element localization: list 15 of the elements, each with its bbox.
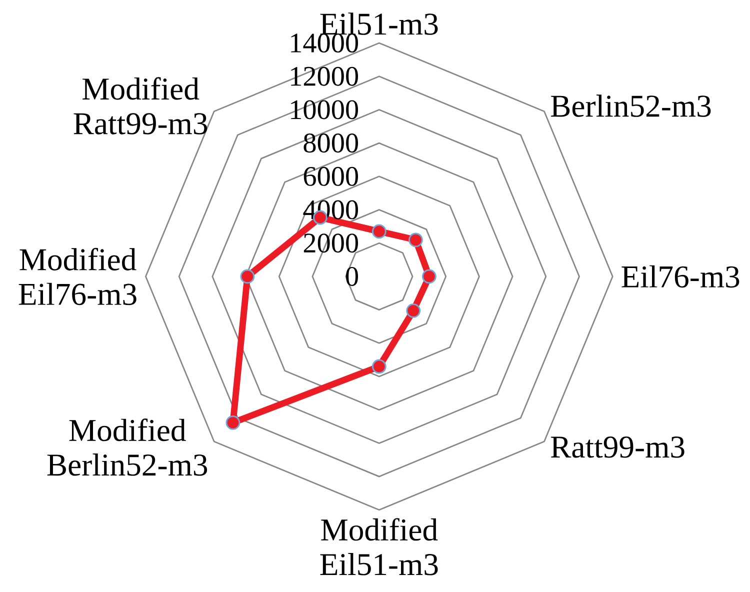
y-tick-label: 14000: [291, 33, 358, 53]
y-tick-label: 10000: [291, 100, 358, 120]
spoke-label: Eil51-m3: [320, 12, 438, 35]
y-tick-label: 8000: [304, 134, 358, 153]
spoke-label: Modified Ratt99-m3: [74, 77, 208, 134]
spoke-label: Modified Berlin52-m3: [47, 418, 208, 476]
y-tick-label: 6000: [304, 166, 358, 186]
spoke-label: Modified Eil51-m3: [320, 518, 438, 576]
spoke-label: Eil76-m3: [622, 265, 740, 288]
y-tick-label: 2000: [304, 234, 358, 253]
y-tick-label: 12000: [291, 66, 358, 86]
y-tick-label: 0: [346, 266, 358, 286]
spoke-label: Modified Eil76-m3: [18, 248, 136, 306]
spoke-label: Berlin52-m3: [550, 94, 711, 117]
spoke-label: Ratt99-m3: [550, 436, 684, 458]
